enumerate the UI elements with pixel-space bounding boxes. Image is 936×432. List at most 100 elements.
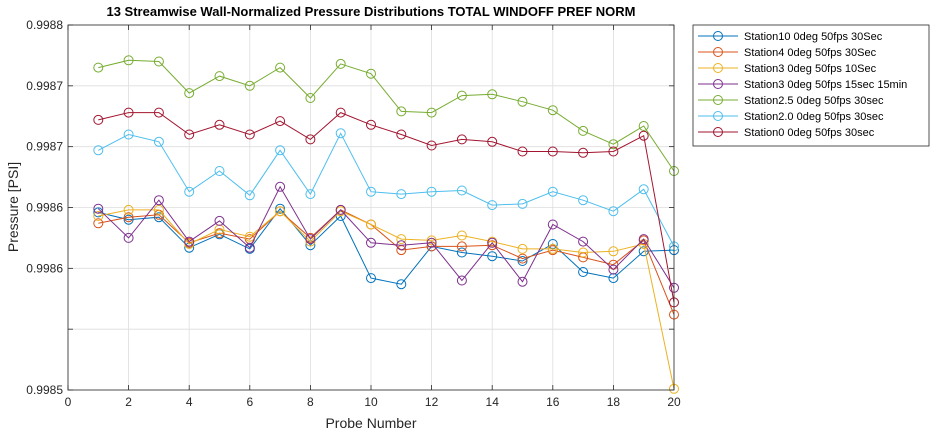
data-point xyxy=(547,219,558,230)
data-point xyxy=(547,105,558,116)
legend-label: Station2.5 0deg 50fps 30sec xyxy=(744,95,884,107)
data-point xyxy=(456,275,467,286)
data-point xyxy=(517,243,528,254)
axis-ticks: 0 2 4 6 8 10 12 14 16 18 20 0.9985 0.9986 0.9986 0.998… xyxy=(26,18,681,409)
data-point xyxy=(366,186,376,197)
legend-box xyxy=(692,24,930,147)
data-point xyxy=(426,107,437,118)
legend-label: Station4 0deg 50fps 30Sec xyxy=(744,47,877,59)
data-point xyxy=(244,242,255,253)
data-point xyxy=(487,251,498,262)
data-point xyxy=(608,246,619,257)
data-point xyxy=(93,114,104,125)
x-tick-label: 10 xyxy=(364,395,378,409)
data-point xyxy=(608,139,619,150)
data-point xyxy=(123,55,134,66)
data-point xyxy=(305,234,316,245)
data-point xyxy=(184,88,195,99)
legend-item: Station10 0deg 50fps 30Sec xyxy=(698,31,883,43)
legend-item: Station3 0deg 50fps 15sec 15min xyxy=(698,79,907,91)
data-point xyxy=(426,186,437,197)
data-point xyxy=(366,68,376,79)
data-point xyxy=(93,203,104,214)
chart-title: 13 Streamwise Wall-Normalized Pressure D… xyxy=(106,4,635,19)
data-point xyxy=(396,234,407,245)
data-point xyxy=(214,119,225,130)
data-point xyxy=(184,236,195,247)
data-point xyxy=(366,273,376,284)
data-point xyxy=(214,215,225,226)
data-point xyxy=(305,240,316,251)
data-point xyxy=(638,234,649,245)
data-point xyxy=(153,56,164,67)
data-point xyxy=(305,189,316,200)
data-point xyxy=(456,230,467,241)
series-line xyxy=(98,207,675,285)
data-point xyxy=(93,211,104,221)
data-point xyxy=(638,130,649,141)
series-line xyxy=(98,132,675,247)
data-point xyxy=(517,146,528,157)
series-line xyxy=(98,112,675,303)
x-tick-label: 20 xyxy=(667,395,681,409)
data-point xyxy=(396,240,407,251)
legend-label: Station3 0deg 50fps 15sec 15min xyxy=(744,79,907,91)
data-point xyxy=(578,236,589,247)
data-point xyxy=(578,195,589,206)
data-point xyxy=(335,204,346,215)
x-tick-label: 8 xyxy=(307,395,314,409)
y-axis-label: Pressure [PSI] xyxy=(5,162,21,252)
legend-item: Station4 0deg 50fps 30Sec xyxy=(698,47,877,59)
x-axis-label: Probe Number xyxy=(325,415,416,431)
data-point xyxy=(305,134,316,145)
data-point xyxy=(123,214,134,225)
data-point xyxy=(123,212,134,223)
data-point xyxy=(547,186,558,197)
data-point xyxy=(123,204,134,215)
data-point xyxy=(396,106,407,117)
data-point xyxy=(517,276,528,287)
series-line xyxy=(98,59,675,172)
data-point xyxy=(244,129,255,140)
data-point xyxy=(517,253,528,264)
x-tick-label: 12 xyxy=(425,395,439,409)
data-point xyxy=(396,279,407,290)
data-point xyxy=(275,206,286,217)
data-point xyxy=(456,90,467,101)
data-point xyxy=(335,128,346,139)
data-point xyxy=(426,241,437,252)
data-point xyxy=(93,218,104,229)
data-point xyxy=(608,146,619,157)
y-tick-label: 0.9985 xyxy=(26,383,63,397)
legend-marker xyxy=(713,95,723,105)
y-tick-label: 0.9987 xyxy=(26,140,63,154)
series-line xyxy=(97,185,675,289)
legend-marker xyxy=(713,127,723,137)
data-point xyxy=(305,93,316,103)
legend-marker xyxy=(713,111,723,121)
data-point xyxy=(275,145,286,156)
legend-marker xyxy=(713,47,723,57)
data-point xyxy=(335,107,346,118)
legend-item: Station3 0deg 50fps 10Sec xyxy=(698,63,877,75)
y-tick-label: 0.9986 xyxy=(26,261,63,275)
series-7 xyxy=(93,107,679,308)
data-point xyxy=(244,190,255,201)
x-tick-label: 14 xyxy=(486,395,500,409)
legend-label: Station3 0deg 50fps 10Sec xyxy=(744,63,877,75)
data-point xyxy=(275,62,286,73)
data-point xyxy=(123,107,134,118)
data-point xyxy=(578,247,589,258)
legend-marker xyxy=(713,31,723,41)
data-point xyxy=(487,200,498,211)
legend-label: Station2.0 0deg 50fps 30sec xyxy=(744,111,884,123)
data-point xyxy=(153,107,164,118)
data-point xyxy=(214,228,225,239)
data-point xyxy=(335,58,346,69)
data-point xyxy=(487,89,498,100)
data-point xyxy=(547,146,558,157)
data-point xyxy=(214,71,225,82)
data-point xyxy=(184,129,195,140)
data-point xyxy=(456,247,467,258)
